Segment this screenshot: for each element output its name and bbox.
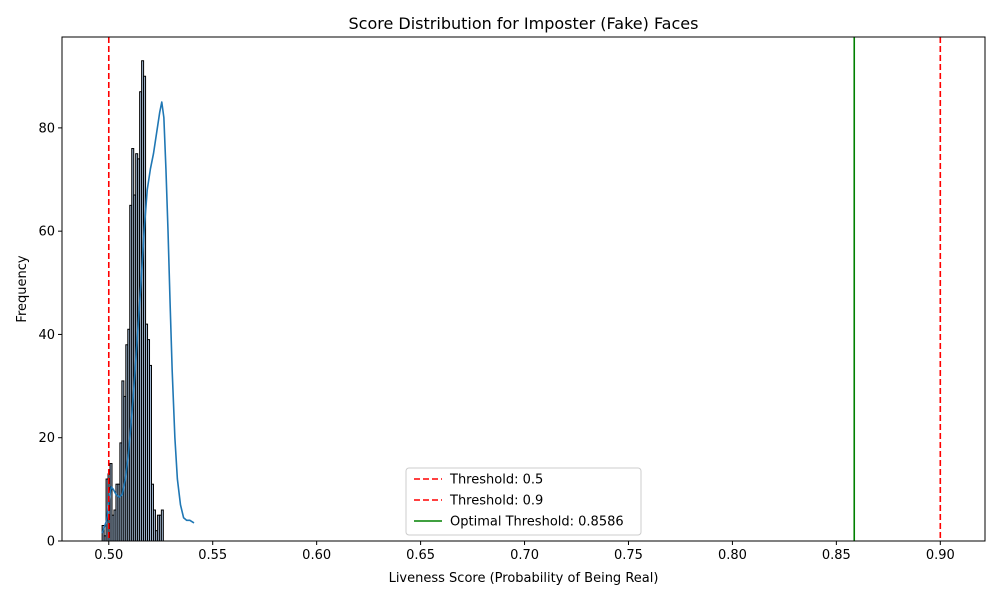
x-tick-label: 0.60 bbox=[302, 548, 331, 563]
x-tick-label: 0.70 bbox=[510, 548, 539, 563]
plot-frame bbox=[61, 36, 986, 542]
legend-box bbox=[405, 467, 642, 536]
x-tick-label: 0.55 bbox=[198, 548, 227, 563]
legend-label: Threshold: 0.5 bbox=[449, 473, 543, 488]
y-tick-label: 40 bbox=[38, 328, 55, 343]
kde-curve bbox=[101, 101, 195, 534]
y-axis-title: Frequency bbox=[15, 255, 30, 322]
chart-title: Score Distribution for Imposter (Fake) F… bbox=[349, 14, 699, 33]
legend: Threshold: 0.5 Threshold: 0.9 Optimal Thre… bbox=[405, 467, 642, 536]
histogram-bar bbox=[160, 509, 164, 542]
x-axis-title: Liveness Score (Probability of Being Rea… bbox=[389, 571, 659, 586]
x-tick-label: 0.90 bbox=[926, 548, 955, 563]
x-tick-label: 0.85 bbox=[822, 548, 851, 563]
x-tick-label: 0.75 bbox=[614, 548, 643, 563]
x-tick-label: 0.80 bbox=[718, 548, 747, 563]
legend-label: Threshold: 0.9 bbox=[449, 494, 543, 509]
y-axis: 0 20 40 60 80 bbox=[38, 121, 62, 550]
y-tick-label: 60 bbox=[38, 225, 55, 240]
x-axis: 0.50 0.55 0.60 0.65 0.70 0.75 0.80 0.85 0.90 bbox=[94, 541, 955, 563]
x-tick-label: 0.65 bbox=[406, 548, 435, 563]
legend-label: Optimal Threshold: 0.8586 bbox=[450, 515, 624, 530]
x-tick-label: 0.50 bbox=[94, 548, 123, 563]
y-tick-label: 80 bbox=[38, 121, 55, 136]
y-tick-label: 0 bbox=[47, 535, 55, 550]
y-tick-label: 20 bbox=[38, 431, 55, 446]
